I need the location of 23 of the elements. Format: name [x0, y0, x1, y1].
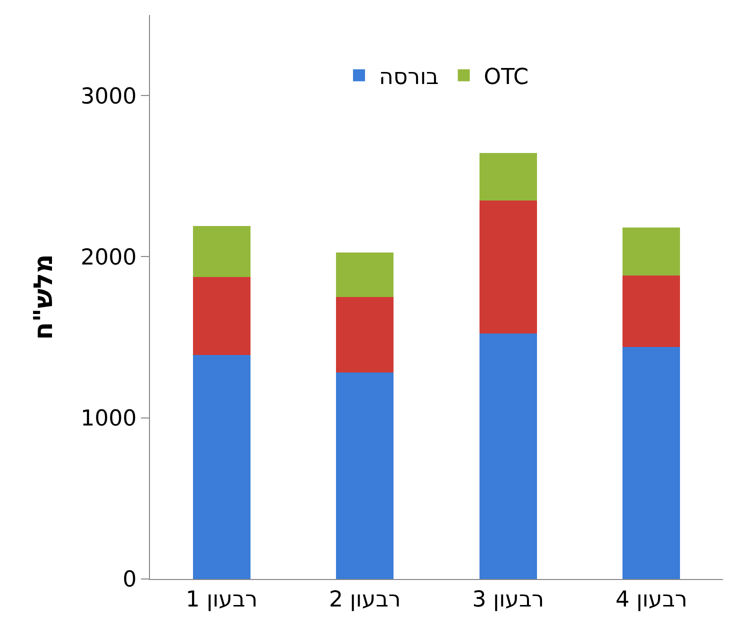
legend-label: OTC: [484, 64, 529, 90]
bar: [336, 372, 394, 579]
bar: [622, 275, 680, 347]
bar: [336, 252, 394, 297]
bar: [192, 276, 250, 356]
bar: [479, 333, 537, 579]
bar: [192, 355, 250, 579]
x-tick-label: רבעון 3: [472, 587, 544, 612]
bar: [479, 152, 537, 200]
y-axis-title: מלש"ח: [29, 254, 59, 340]
bar: [622, 228, 680, 276]
legend-label: בורסה: [379, 64, 439, 90]
x-tick-label: רבעון 1: [186, 587, 258, 612]
x-tick-label: רבעון 4: [615, 587, 688, 612]
bar: [479, 200, 537, 334]
y-tick-label: 0: [122, 568, 137, 593]
bar: [622, 346, 680, 579]
y-tick-label: 1000: [80, 406, 137, 432]
bar: [336, 297, 394, 373]
bar: [192, 226, 250, 277]
y-tick-label: 3000: [80, 84, 137, 110]
x-tick-label: רבעון 2: [328, 587, 401, 612]
y-tick-label: 2000: [80, 245, 137, 270]
